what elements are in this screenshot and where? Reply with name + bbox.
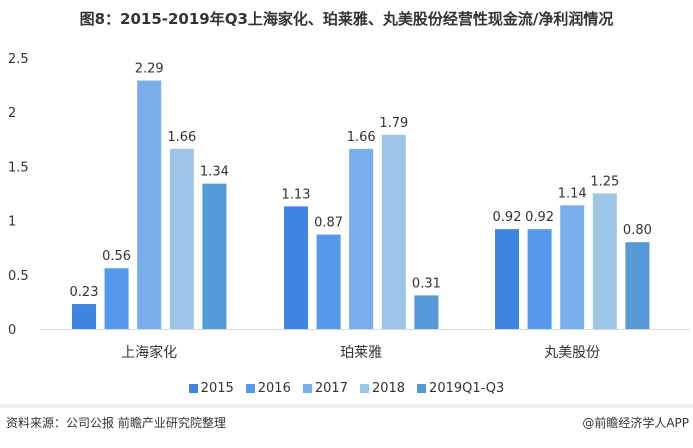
data-label: 0.56 <box>102 249 131 264</box>
source-note: 资料来源：公司公报 前瞻产业研究院整理 <box>6 416 226 430</box>
data-label: 0.31 <box>412 276 441 291</box>
chart-title: 图8：2015-2019年Q3上海家化、珀莱雅、丸美股份经营性现金流/净利润情况 <box>79 10 614 28</box>
legend-label: 2017 <box>314 381 348 396</box>
bar <box>349 148 374 329</box>
legend-swatch <box>359 384 369 393</box>
data-label: 1.14 <box>558 186 587 201</box>
data-label: 1.66 <box>347 130 376 145</box>
data-label: 2.29 <box>135 62 164 77</box>
data-label: 0.92 <box>525 210 554 225</box>
legend-item: 2016 <box>245 381 291 396</box>
x-tick-label: 丸美股份 <box>544 345 600 361</box>
y-tick-label: 2 <box>8 106 16 121</box>
legend-label: 2015 <box>200 381 234 396</box>
bar <box>560 205 585 329</box>
bar <box>284 206 308 329</box>
bar <box>592 193 617 329</box>
legend-item: 2017 <box>302 381 348 396</box>
legend-item: 2015 <box>188 381 234 396</box>
data-label: 1.13 <box>282 187 311 202</box>
divider <box>0 404 693 408</box>
data-label: 1.79 <box>379 116 408 131</box>
legend-label: 2018 <box>371 381 406 396</box>
y-tick-label: 1.5 <box>8 160 29 175</box>
data-label: 0.87 <box>314 216 343 231</box>
data-label: 1.66 <box>167 130 196 145</box>
legend: 2015 2016 2017 2018 2019Q1-Q3 <box>0 381 693 396</box>
bar <box>72 304 96 329</box>
data-label: 0.92 <box>493 210 522 225</box>
legend-swatch <box>188 384 198 393</box>
bar <box>527 229 552 329</box>
bar <box>381 134 406 329</box>
legend-swatch <box>417 384 427 393</box>
bar <box>414 295 439 329</box>
data-label: 1.34 <box>200 165 229 180</box>
data-label: 0.80 <box>623 223 652 238</box>
y-tick-label: 0 <box>8 323 16 338</box>
brand-label: @前瞻经济学人APP <box>582 416 689 430</box>
bar <box>169 148 194 329</box>
x-tick-label: 上海家化 <box>121 344 177 361</box>
legend-label: 2019Q1-Q3 <box>429 381 505 396</box>
bar <box>316 234 341 329</box>
legend-label: 2016 <box>257 381 291 396</box>
data-label: 1.25 <box>590 174 619 189</box>
legend-item: 2018 <box>359 381 406 396</box>
data-label: 0.23 <box>70 285 99 300</box>
bar <box>137 80 162 329</box>
bar <box>495 229 519 329</box>
legend-swatch <box>302 384 312 393</box>
bar <box>202 183 227 329</box>
x-tick-label: 珀莱雅 <box>340 345 382 361</box>
legend-item: 2019Q1-Q3 <box>417 381 504 396</box>
y-tick-label: 2.5 <box>8 52 29 67</box>
bar <box>104 268 129 329</box>
y-tick-label: 1 <box>8 215 16 230</box>
legend-swatch <box>245 384 255 393</box>
y-tick-label: 0.5 <box>8 269 29 284</box>
bar <box>625 242 650 329</box>
